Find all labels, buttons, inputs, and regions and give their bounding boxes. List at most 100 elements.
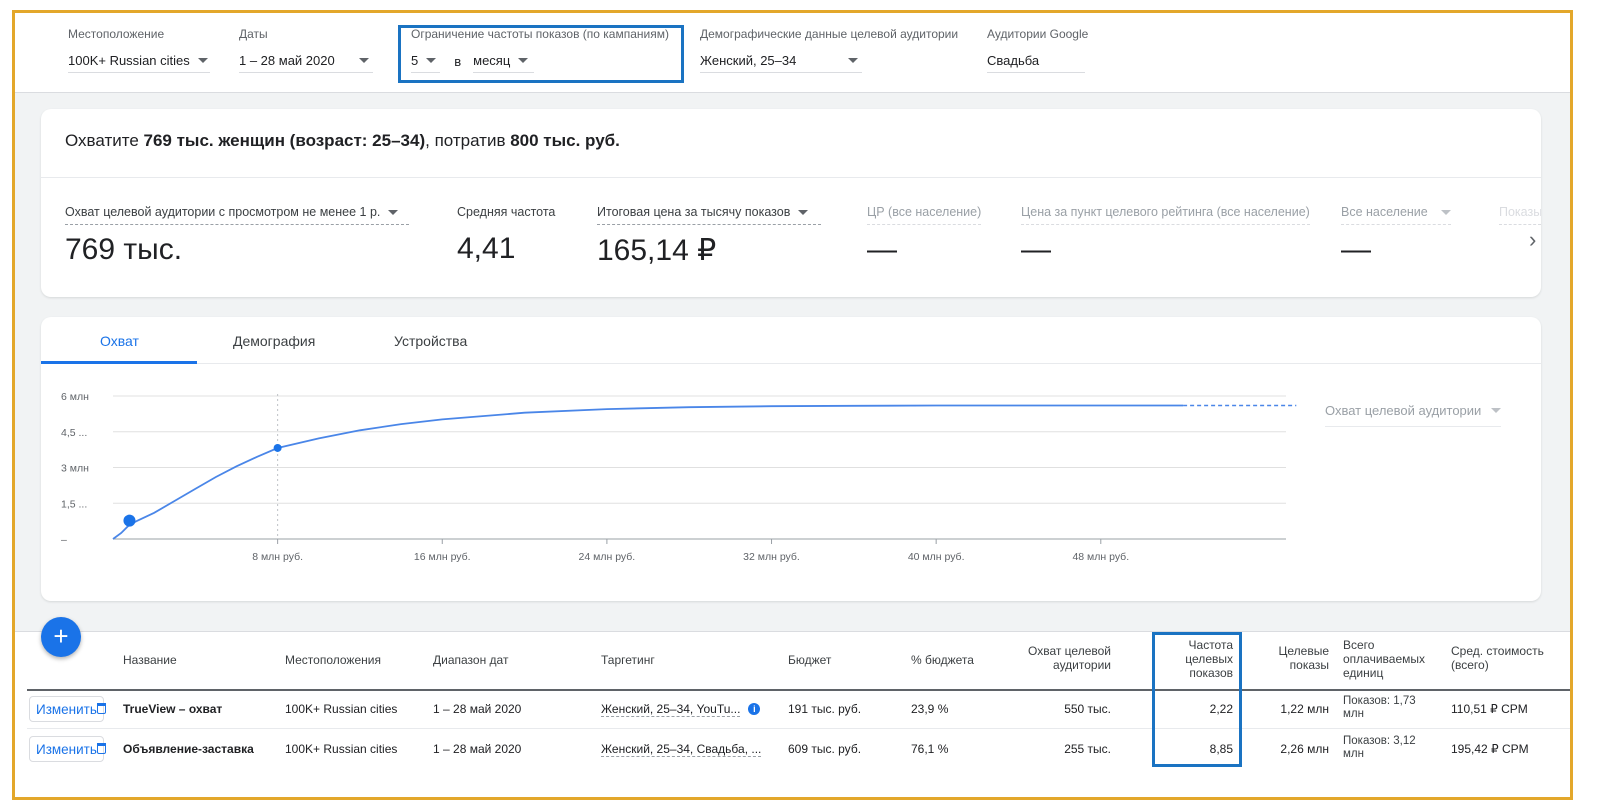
row-name: Объявление-заставка xyxy=(123,742,254,756)
col-billable[interactable]: Всего оплачиваемых единиц xyxy=(1343,638,1426,680)
row-budget-pct: 76,1 % xyxy=(911,742,949,756)
row-billable: Показов: 3,12 млн xyxy=(1343,735,1416,760)
row-locations: 100K+ Russian cities xyxy=(285,702,398,716)
chevron-down-icon xyxy=(1491,408,1501,413)
col-locations[interactable]: Местоположения xyxy=(285,653,381,667)
delete-icon[interactable] xyxy=(97,703,106,714)
row-targeting[interactable]: Женский, 25–34, Свадьба, ... xyxy=(601,741,762,757)
info-icon[interactable]: i xyxy=(748,703,761,715)
row-frequency: 2,22 xyxy=(1209,702,1233,716)
frequency-count-select[interactable]: 5 xyxy=(411,49,441,73)
row-targeting[interactable]: Женский, 25–34, YouTu... i xyxy=(601,699,761,719)
col-budget[interactable]: Бюджет xyxy=(788,653,832,667)
chevron-down-icon xyxy=(388,209,399,215)
metric-cost-per-trp-value: — xyxy=(1021,233,1051,266)
chevron-right-icon[interactable]: › xyxy=(1529,227,1537,252)
metric-cpm-value: 165,14 ₽ xyxy=(597,234,717,267)
frequency-column-highlight xyxy=(1152,632,1242,767)
metric-avg-frequency-value: 4,41 xyxy=(457,232,516,265)
y-tick-label: 6 млн xyxy=(61,391,89,403)
row-reach: 550 тыс. xyxy=(1064,702,1111,716)
dates-filter-value: 1 – 28 май 2020 xyxy=(239,53,335,68)
tab-reach[interactable]: Охват xyxy=(100,333,139,349)
screenshot-frame: Местоположение 100K+ Russian cities Даты… xyxy=(12,10,1573,800)
x-tick-label: 48 млн руб. xyxy=(1072,551,1129,563)
edit-button[interactable]: Изменить xyxy=(29,696,104,722)
col-dates[interactable]: Диапазон дат xyxy=(433,653,509,667)
dates-filter[interactable]: Даты 1 – 28 май 2020 xyxy=(239,27,373,73)
data-point xyxy=(273,443,282,452)
frequency-period-select[interactable]: месяц xyxy=(473,49,535,73)
col-name[interactable]: Название xyxy=(123,653,177,667)
filter-bar: Местоположение 100K+ Russian cities Даты… xyxy=(15,13,1570,93)
col-reach[interactable]: Охват целевой аудитории xyxy=(1028,644,1111,672)
metric-cpm[interactable]: Итоговая цена за тысячу показов 165,14 ₽ xyxy=(597,205,821,268)
chevron-down-icon xyxy=(359,58,369,63)
metric-trp-value: — xyxy=(867,233,897,266)
tab-devices[interactable]: Устройства xyxy=(394,333,468,349)
audiences-filter-label: Аудитории Google xyxy=(987,27,1089,41)
metric-reach-value: 769 тыс. xyxy=(65,233,183,266)
x-tick-label: 40 млн руб. xyxy=(908,551,965,563)
row-reach: 255 тыс. xyxy=(1064,742,1111,756)
frequency-in-label: в xyxy=(454,53,462,69)
row-budget: 191 тыс. руб. xyxy=(788,702,862,716)
tab-demographics[interactable]: Демография xyxy=(233,333,316,349)
row-divider xyxy=(27,728,1570,729)
audiences-filter-value: Свадьба xyxy=(987,53,1040,68)
x-tick-label: 24 млн руб. xyxy=(579,551,636,563)
audiences-filter[interactable]: Аудитории Google Свадьба xyxy=(987,27,1089,73)
col-frequency[interactable]: Частота целевых показов xyxy=(1185,638,1233,680)
row-locations: 100K+ Russian cities xyxy=(285,742,398,756)
row-avg-cost: 110,51 ₽ CPM xyxy=(1451,702,1528,716)
metric-cost-per-trp: Цена за пункт целевого рейтинга (все нас… xyxy=(1021,205,1310,266)
location-filter[interactable]: Местоположение 100K+ Russian cities xyxy=(68,27,210,73)
row-dates: 1 – 28 май 2020 xyxy=(433,702,522,716)
summary-headline: Охватите 769 тыс. женщин (возраст: 25–34… xyxy=(65,131,620,150)
demographics-filter-value: Женский, 25–34 xyxy=(700,53,797,68)
location-filter-value: 100K+ Russian cities xyxy=(68,53,190,68)
chevron-down-icon xyxy=(798,209,809,215)
summary-card: Охватите 769 тыс. женщин (возраст: 25–34… xyxy=(41,109,1541,297)
row-avg-cost: 195,42 ₽ CPM xyxy=(1451,742,1529,756)
row-billable: Показов: 1,73 млн xyxy=(1343,695,1416,720)
metric-reach[interactable]: Охват целевой аудитории с просмотром не … xyxy=(65,205,409,267)
metric-population[interactable]: Все население — xyxy=(1341,205,1451,267)
col-avg-cost[interactable]: Сред. стоимость (всего) xyxy=(1451,644,1544,672)
metric-trp: ЦР (все население) — xyxy=(867,205,982,266)
active-tab-indicator xyxy=(41,361,197,364)
row-impressions: 1,22 млн xyxy=(1280,702,1329,716)
metric-population-value: — xyxy=(1341,233,1371,266)
row-impressions: 2,26 млн xyxy=(1280,742,1329,756)
chart-metric-select[interactable]: Охват целевой аудитории xyxy=(1325,403,1501,427)
dates-filter-label: Даты xyxy=(239,27,268,41)
add-button[interactable]: + xyxy=(41,617,81,657)
row-dates: 1 – 28 май 2020 xyxy=(433,742,522,756)
x-tick-label: 8 млн руб. xyxy=(252,551,303,563)
row-name: TrueView – охват xyxy=(123,702,223,716)
edit-button[interactable]: Изменить xyxy=(29,736,104,762)
table-header-divider xyxy=(27,689,1570,691)
delete-icon[interactable] xyxy=(97,743,106,754)
row-frequency: 8,85 xyxy=(1209,742,1233,756)
chevron-down-icon xyxy=(426,58,437,63)
row-budget-pct: 23,9 % xyxy=(911,702,949,716)
y-tick-label: – xyxy=(61,534,67,546)
reach-chart: – 1,5 ... 3 млн 4,5 ... 6 млн 8 млн руб. 16 мл… xyxy=(61,391,1297,563)
col-budget-pct[interactable]: % бюджета xyxy=(911,653,974,667)
y-tick-label: 4,5 ... xyxy=(61,427,87,439)
frequency-cap-filter: Ограничение частоты показов (по кампания… xyxy=(411,27,681,73)
tab-bar: Охват Демография Устройства xyxy=(41,317,1541,364)
data-point xyxy=(123,514,136,527)
col-targeting[interactable]: Таргетинг xyxy=(601,653,655,667)
demographics-filter[interactable]: Демографические данные целевой аудитории… xyxy=(700,27,959,73)
metric-impressions: Показы xyxy=(1499,205,1541,225)
col-impressions[interactable]: Целевые показы xyxy=(1278,644,1329,672)
frequency-cap-highlight xyxy=(398,25,684,83)
chart-card: Охват Демография Устройства – 1,5 ... 3 мл… xyxy=(41,317,1541,601)
chevron-down-icon xyxy=(197,58,208,63)
x-tick-label: 16 млн руб. xyxy=(414,551,471,563)
location-filter-label: Местоположение xyxy=(68,27,165,41)
demographics-filter-label: Демографические данные целевой аудитории xyxy=(700,27,959,41)
row-budget: 609 тыс. руб. xyxy=(788,742,862,756)
